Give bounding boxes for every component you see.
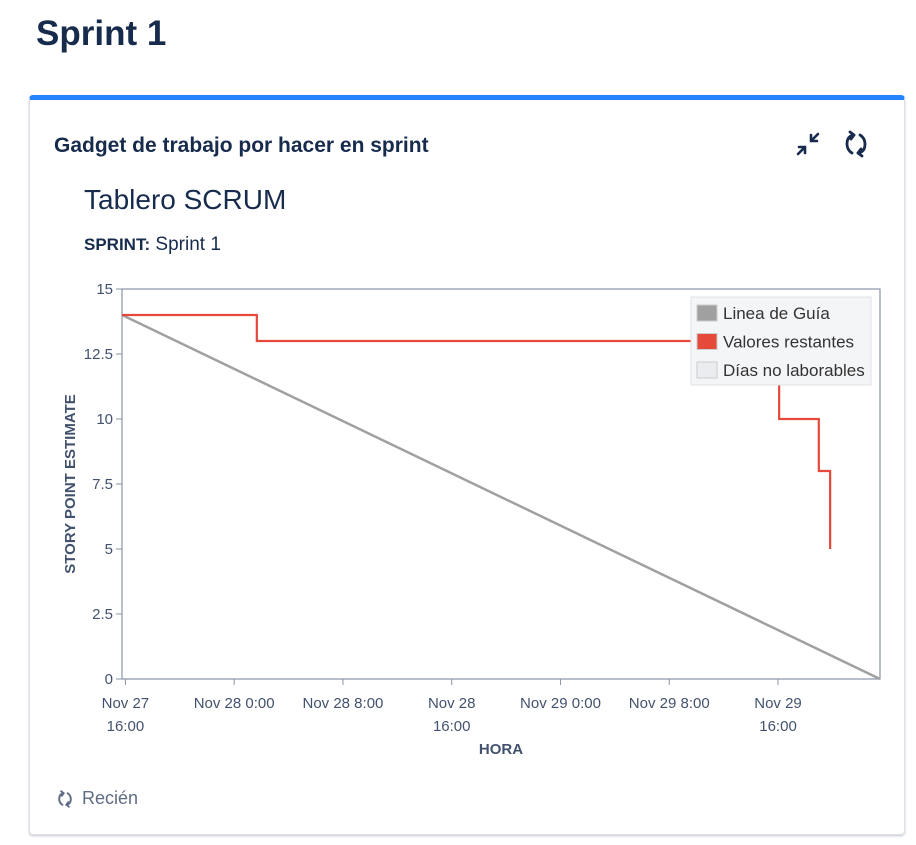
y-tick-label: 12.5: [84, 346, 113, 363]
collapse-arrows-icon: [796, 132, 820, 156]
legend-label: Días no laborables: [723, 361, 865, 380]
y-tick-label: 5: [105, 541, 113, 558]
x-axis-label: HORA: [479, 741, 523, 758]
refresh-icon: [845, 130, 867, 158]
y-tick-label: 2.5: [92, 606, 113, 623]
sprint-label: SPRINT:: [84, 235, 151, 254]
y-tick-label: 0: [105, 671, 113, 688]
sprint-burndown-gadget: Gadget de trabajo por hacer en sprint Ta…: [29, 95, 905, 835]
legend-label: Valores restantes: [723, 333, 854, 352]
y-tick-label: 10: [96, 411, 113, 428]
remaining-values-series: [122, 313, 832, 549]
legend-swatch: [696, 361, 718, 379]
x-tick-label: Nov 28 8:00: [302, 695, 383, 712]
refresh-button[interactable]: [840, 128, 872, 160]
y-tick-label: 15: [96, 281, 113, 298]
chart-legend: Linea de Guía Valores restantes Días no la…: [690, 296, 872, 386]
y-axis-label: STORY POINT ESTIMATE: [62, 394, 79, 573]
legend-swatch: [696, 304, 718, 322]
gadget-title: Gadget de trabajo por hacer en sprint: [54, 134, 429, 157]
y-tick-label: 7.5: [92, 476, 113, 493]
legend-label: Linea de Guía: [723, 304, 830, 323]
refresh-icon: [58, 789, 72, 808]
guideline-series: [121, 313, 881, 681]
burndown-chart: 0 2.5 5 7.5 10 12.5 15 Nov 27 16:00 Nov 28 0:00 No…: [62, 281, 881, 758]
x-tick-label: 16:00: [433, 718, 471, 735]
x-tick-label: Nov 28 0:00: [194, 695, 275, 712]
legend-box: [690, 296, 872, 386]
x-tick-label: 16:00: [759, 718, 797, 735]
sprint-value: Sprint 1: [155, 234, 221, 255]
sprint-info: SPRINT: Sprint 1: [84, 234, 221, 256]
x-tick-label: Nov 29: [754, 695, 802, 712]
last-updated-text: Recién: [82, 788, 139, 808]
page-title: Sprint 1: [36, 14, 167, 53]
x-tick-label: Nov 29 8:00: [629, 695, 710, 712]
x-tick-label: Nov 27: [102, 695, 150, 712]
footer-refresh[interactable]: Recién: [56, 788, 138, 809]
board-title: Tablero SCRUM: [84, 184, 287, 215]
x-tick-label: 16:00: [107, 718, 145, 735]
legend-swatch: [696, 333, 718, 350]
x-tick-label: Nov 29 0:00: [520, 695, 601, 712]
collapse-button[interactable]: [792, 128, 824, 160]
x-tick-label: Nov 28: [428, 695, 476, 712]
